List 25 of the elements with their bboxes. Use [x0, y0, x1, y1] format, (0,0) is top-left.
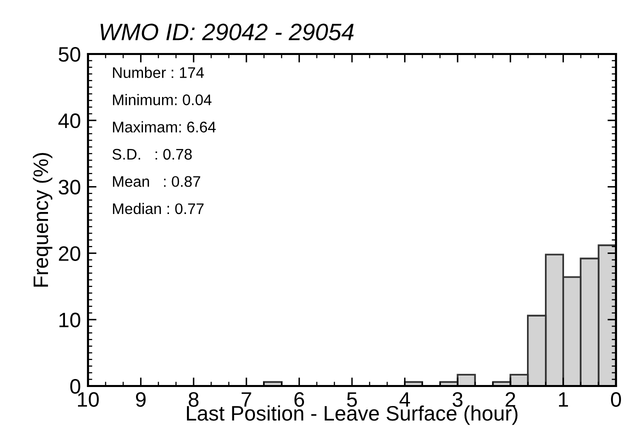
annotation: Mean : 0.87: [113, 176, 200, 187]
x-tick-label: 7: [242, 392, 252, 407]
x-tick-label: 9: [136, 392, 146, 407]
x-tick-label: 5: [347, 392, 357, 407]
x-tick-label: 4: [399, 392, 410, 407]
annotation: S.D. : 0.78: [112, 148, 192, 160]
annotation: Number : 174: [113, 66, 204, 78]
annotation: Minimum: 0.04: [113, 94, 212, 106]
annotation: Median : 0.77: [113, 202, 204, 214]
x-tick-label: 2: [506, 392, 516, 407]
x-tick-label: 1: [558, 392, 568, 407]
y-tick-label: 20: [58, 246, 80, 261]
y-tick-label: 30: [58, 180, 80, 195]
y-tick-label: 40: [58, 113, 80, 128]
chart-title: WMO ID: 29042 - 29054: [100, 24, 354, 40]
y-tick-label: 10: [59, 312, 80, 328]
y-axis-title: Frequency (%): [32, 152, 52, 287]
x-tick-label: 0: [611, 392, 621, 407]
y-tick-label: 0: [70, 379, 80, 394]
y-tick-label: 50: [58, 47, 80, 62]
annotation: Maximam: 6.64: [113, 121, 216, 132]
x-tick-label: 3: [452, 392, 462, 407]
x-tick-label: 10: [78, 392, 99, 407]
x-tick-label: 8: [188, 392, 198, 407]
x-tick-label: 6: [294, 392, 304, 407]
